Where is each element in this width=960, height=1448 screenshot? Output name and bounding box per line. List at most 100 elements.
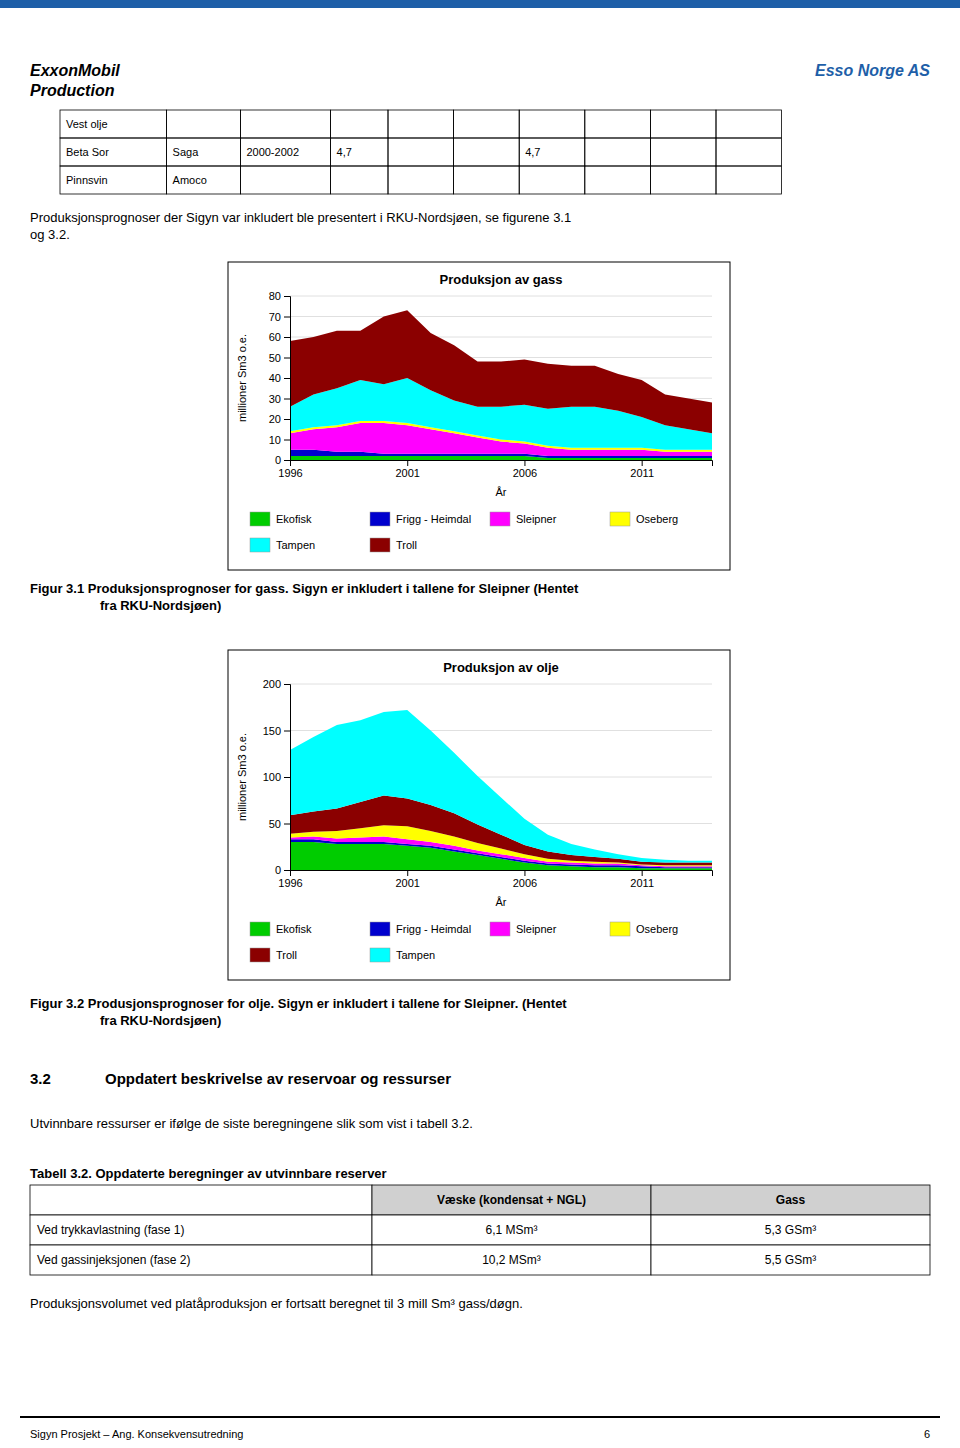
table-cell-text: Vest olje [66,118,108,130]
x-tick-mark [642,870,643,876]
table-cell [585,110,651,138]
table-cell [716,110,782,138]
table-cell-text: 4,7 [337,146,352,158]
table-cell-text: Beta Sor [66,146,109,158]
reserves-table: Væske (kondensat + NGL)GassVed trykkavla… [30,1185,930,1275]
y-tick: 50 [269,818,290,830]
y-tick-mark [284,824,290,825]
x-tick-mark [524,870,525,876]
legend-swatch [250,948,270,962]
figure-frame [228,650,730,980]
y-tick-mark [284,731,290,732]
y-axis-line [284,685,291,871]
page-number: 6 [924,1428,930,1440]
table-cell [331,110,388,138]
table-cell-text: Ved trykkavlastning (fase 1) [37,1223,184,1237]
intro-text: Produksjonsprognoser der Sigyn var inklu… [30,210,571,225]
table-cell-text: 5,5 GSm³ [765,1253,816,1267]
y-tick-mark [284,399,290,400]
table-cell [30,1185,372,1215]
y-axis: 050100150200 [263,678,291,876]
section-number: 3.2 [30,1070,51,1087]
y-tick-label: 50 [269,352,281,364]
table-cell-text: Saga [173,146,200,158]
x-axis-title: År [496,486,507,498]
table-cell [388,138,454,166]
x-tick-label: 2006 [513,467,537,479]
section-title: Oppdatert beskrivelse av reservoar og re… [105,1070,451,1087]
y-tick-mark [284,337,290,338]
y-tick-label: 20 [269,413,281,425]
y-tick-label: 60 [269,331,281,343]
y-tick: 100 [263,771,290,783]
page-footer: Sigyn Prosjekt – Ang. Konsekvensutrednin… [30,1428,243,1440]
y-tick-mark [284,460,290,461]
y-tick-label: 70 [269,311,281,323]
x-tick: 2011 [630,460,654,479]
y-tick-label: 80 [269,290,281,302]
legend-swatch [370,538,390,552]
legend-label: Frigg - Heimdal [396,513,471,525]
y-tick-mark [284,870,290,871]
table-cell-text: 10,2 MSm³ [482,1253,541,1267]
table-cell [716,166,782,194]
y-tick: 50 [269,352,290,364]
header-bar [0,0,960,8]
y-tick: 70 [269,311,290,323]
x-tick: 1996 [278,870,302,889]
y-tick: 20 [269,413,290,425]
x-tick: 2001 [395,870,419,889]
x-tick-mark [524,460,525,466]
x-axis-line [291,871,713,877]
legend-label: Ekofisk [276,513,312,525]
x-tick-label: 1996 [278,467,302,479]
legend-label: Oseberg [636,513,678,525]
table-cell [650,166,716,194]
table-cell [650,138,716,166]
x-tick-label: 1996 [278,877,302,889]
table-cell [372,1185,651,1215]
table-cell-text: 6,1 MSm³ [485,1223,537,1237]
x-tick: 2001 [395,460,419,479]
area [290,310,712,433]
table-cell-text: 4,7 [525,146,540,158]
table-cell [651,1245,930,1275]
table-cell [60,166,167,194]
x-tick: 2006 [513,870,537,889]
y-tick-mark [284,296,290,297]
table-cell [388,110,454,138]
table-cell [240,166,330,194]
y-tick-mark [284,378,290,379]
legend: EkofiskFrigg - HeimdalSleipnerOsebergTam… [250,512,678,552]
table-cell [30,1215,372,1245]
legend-label: Tampen [276,539,315,551]
table-cell [60,110,167,138]
table-cell [651,1215,930,1245]
table-cell-text: Pinnsvin [66,174,108,186]
table-cell [519,138,585,166]
y-tick-label: 30 [269,393,281,405]
y-tick-label: 0 [275,864,281,876]
y-tick: 0 [275,454,290,466]
y-tick-label: 40 [269,372,281,384]
y-axis-title: millioner Sm3 o.e. [236,334,248,422]
legend-swatch [490,922,510,936]
table-cell [716,138,782,166]
header-left: ExxonMobil [30,62,120,79]
y-axis-line [284,297,291,461]
grid-line [290,316,712,317]
top-table: Vest olje Beta Sor Saga 2000-2002 4,7 4,7 Pinn… [60,110,782,194]
y-tick-mark [284,684,290,685]
table-cell-text: 2000-2002 [246,146,299,158]
legend-swatch [490,512,510,526]
chart-title: Produksjon av olje [443,660,559,675]
grid [290,684,712,870]
x-axis-line [291,461,713,467]
table-cell [167,166,241,194]
y-axis: 01020304050607080 [269,290,291,466]
figure-caption: Figur 3.1 Produksjonsprognoser for gass.… [30,581,579,596]
legend-label: Sleipner [516,923,557,935]
x-tick-mark [642,460,643,466]
plot-area [290,310,712,460]
figure-caption: fra RKU-Nordsjøen) [100,1013,221,1028]
